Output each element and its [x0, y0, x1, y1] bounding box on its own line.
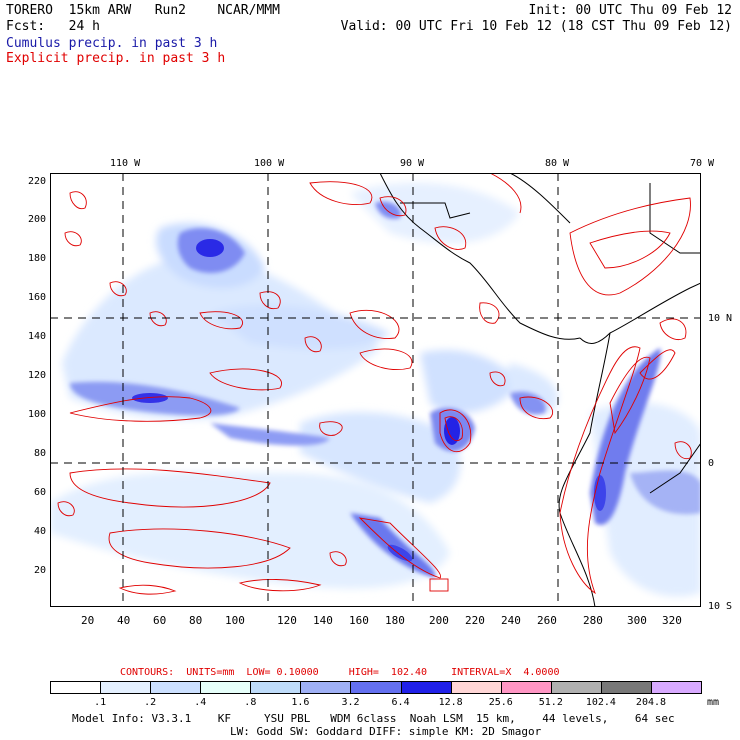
lon-label-70w: 70 W [690, 158, 715, 169]
y-tick: 40 [33, 526, 46, 537]
x-tick: 80 [189, 614, 203, 627]
x-tick: 320 [662, 614, 682, 627]
x-tick: 100 [225, 614, 245, 627]
colorbar-label: 6.4 [391, 697, 410, 708]
colorbar-label: 1.6 [291, 697, 310, 708]
y-tick: 140 [27, 331, 46, 342]
forecast-hour: Fcst: 24 h [6, 19, 100, 34]
colorbar-swatch [550, 681, 602, 694]
colorbar-unit: mm [707, 697, 720, 708]
y-tick: 180 [27, 253, 46, 264]
x-tick: 220 [465, 614, 485, 627]
explicit-legend-label: Explicit precip. in past 3 h [6, 51, 226, 66]
lon-label-110w: 110 W [110, 158, 141, 169]
colorbar-swatch [600, 681, 652, 694]
y-tick: 20 [33, 565, 46, 576]
colorbar-label: .8 [244, 697, 257, 708]
lat-label-10n: 10 N [708, 313, 733, 324]
colorbar-label: 204.8 [635, 697, 667, 708]
init-time: Init: 00 UTC Thu 09 Feb 12 [528, 3, 733, 18]
colorbar-swatch [300, 681, 352, 694]
coastlines [379, 173, 701, 607]
x-tick: 120 [277, 614, 297, 627]
lat-label-0: 0 [708, 458, 715, 469]
colorbar-label: .1 [94, 697, 107, 708]
y-tick: 160 [27, 292, 46, 303]
contour-info: CONTOURS: UNITS=mm LOW= 0.10000 HIGH= 10… [120, 667, 560, 678]
lat-lon-grid [50, 173, 701, 607]
y-tick: 200 [27, 214, 46, 225]
valid-time: Valid: 00 UTC Fri 10 Feb 12 (18 CST Thu … [340, 19, 732, 34]
explicit-precip-contours [57, 173, 692, 595]
colorbar-label: .4 [194, 697, 207, 708]
x-tick: 160 [349, 614, 369, 627]
colorbar-label: 12.8 [438, 697, 463, 708]
colorbar-label: 3.2 [341, 697, 360, 708]
x-tick: 40 [117, 614, 131, 627]
x-tick: 280 [583, 614, 603, 627]
lon-label-80w: 80 W [545, 158, 570, 169]
heavy-precip-cores [132, 239, 606, 562]
colorbar-swatch [150, 681, 202, 694]
colorbar-swatch [400, 681, 452, 694]
colorbar-swatch [450, 681, 502, 694]
colorbar-swatch [250, 681, 302, 694]
cumulus-legend-label: Cumulus precip. in past 3 h [6, 36, 218, 51]
y-tick: 120 [27, 370, 46, 381]
colorbar-swatch [500, 681, 552, 694]
colorbar-label: 25.6 [488, 697, 513, 708]
x-tick: 20 [81, 614, 95, 627]
x-tick: 140 [313, 614, 333, 627]
colorbar-swatch [650, 681, 702, 694]
colorbar-label: 51.2 [538, 697, 563, 708]
x-tick: 300 [627, 614, 647, 627]
colorbar-label: .2 [144, 697, 157, 708]
colorbar-swatch [350, 681, 402, 694]
colorbar-label: 102.4 [585, 697, 616, 708]
physics-info: LW: Godd SW: Goddard DIFF: simple KM: 2D… [230, 725, 542, 738]
y-tick: 100 [27, 409, 46, 420]
x-tick: 60 [153, 614, 167, 627]
x-tick: 180 [385, 614, 405, 627]
y-tick: 60 [33, 487, 46, 498]
colorbar-swatch [200, 681, 252, 694]
colorbar-swatch [100, 681, 152, 694]
model-info: Model Info: V3.3.1 KF YSU PBL WDM 6class… [72, 712, 675, 725]
lon-label-90w: 90 W [400, 158, 425, 169]
lon-label-100w: 100 W [254, 158, 285, 169]
precipitation-map [50, 173, 701, 607]
colorbar-swatch [50, 681, 102, 694]
y-tick: 220 [27, 176, 46, 187]
x-tick: 200 [429, 614, 449, 627]
x-tick: 240 [501, 614, 521, 627]
lat-label-10s: 10 S [708, 601, 733, 612]
model-title: TORERO 15km ARW Run2 NCAR/MMM [6, 3, 280, 18]
x-tick: 260 [537, 614, 557, 627]
y-tick: 80 [33, 448, 46, 459]
